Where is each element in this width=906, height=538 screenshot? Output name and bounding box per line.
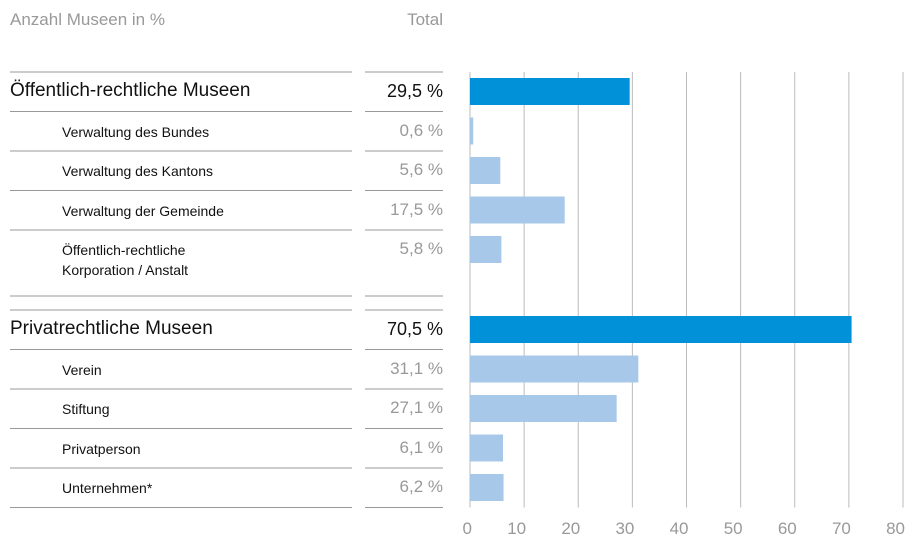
category-label: Verwaltung des Bundes: [62, 123, 210, 140]
value-label: 17,5 %: [390, 199, 443, 219]
category-label: Privatperson: [62, 440, 141, 457]
value-label: 6,2 %: [399, 477, 443, 496]
group-label: Öffentlich-rechtliche Museen: [10, 80, 251, 101]
bar: [470, 117, 474, 145]
value-label: 31,1 %: [390, 358, 443, 378]
chart-title: Anzahl Museen in %: [10, 10, 165, 29]
group-label: Privatrechtliche Museen: [10, 318, 213, 339]
x-tick-label: 70: [832, 519, 851, 538]
bar: [470, 474, 504, 501]
value-label: 5,6 %: [399, 160, 443, 179]
x-tick-label: 50: [724, 519, 743, 538]
bar: [470, 395, 617, 422]
category-label: Verwaltung des Kantons: [62, 163, 213, 179]
value-label: 6,1 %: [399, 437, 443, 457]
value-label: 70,5 %: [386, 319, 443, 339]
bar: [470, 355, 639, 383]
category-label: Stiftung: [62, 401, 110, 417]
value-label: 5,8 %: [399, 239, 443, 258]
x-tick-label: 30: [615, 519, 634, 538]
value-header: Total: [407, 10, 443, 29]
bar: [470, 434, 504, 462]
x-tick-label: 80: [886, 519, 905, 538]
value-label: 27,1 %: [390, 398, 443, 417]
bar: [470, 316, 852, 343]
x-tick-label: 0: [463, 519, 472, 538]
value-label: 0,6 %: [399, 120, 443, 140]
category-label: Verwaltung der Gemeinde: [62, 202, 224, 219]
bar: [470, 78, 630, 105]
x-tick-label: 20: [561, 519, 580, 538]
x-tick-label: 10: [507, 519, 526, 538]
x-tick-label: 40: [670, 519, 689, 538]
value-label: 29,5 %: [386, 81, 443, 101]
bar: [470, 157, 501, 184]
category-label: Öffentlich-rechtliche Korporation / Anst…: [62, 242, 189, 278]
category-label: Verein: [62, 361, 102, 378]
bar: [470, 196, 565, 224]
bar: [470, 236, 502, 263]
x-tick-label: 60: [778, 519, 797, 538]
category-label: Unternehmen*: [62, 480, 153, 496]
